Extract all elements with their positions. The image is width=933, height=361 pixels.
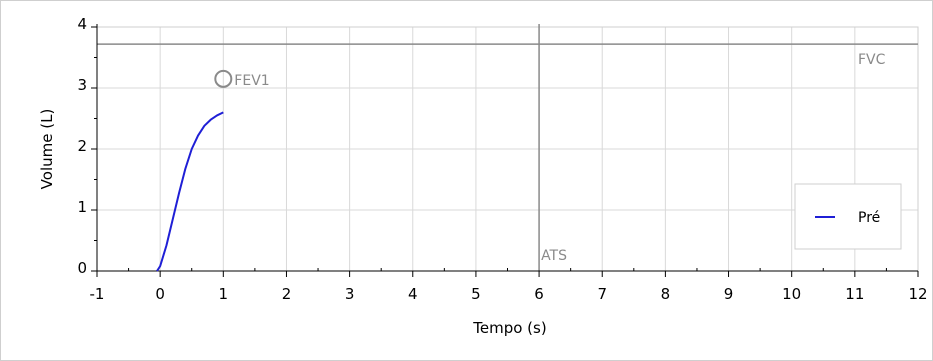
reference-lines: FVC ATS <box>97 24 918 271</box>
x-tick-label: 5 <box>471 285 481 303</box>
fev1-marker <box>214 69 233 88</box>
x-tick-label: 7 <box>597 285 607 303</box>
x-tick-label: 2 <box>282 285 292 303</box>
x-tick-label: 8 <box>661 285 671 303</box>
y-axis-label: Volume (L) <box>38 109 56 190</box>
y-tick-label: 1 <box>77 198 87 216</box>
legend-label-pre: Pré <box>858 210 880 226</box>
x-tick-label: 9 <box>724 285 734 303</box>
ats-label: ATS <box>541 248 567 264</box>
x-tick-label: 3 <box>345 285 355 303</box>
x-tick-label: 10 <box>782 285 801 303</box>
y-ticks: 0 1 2 3 4 <box>77 15 97 277</box>
markers-layer: FEV1 <box>214 69 270 89</box>
x-tick-label: 0 <box>155 285 165 303</box>
series-line-pre <box>156 111 224 272</box>
series-layer <box>156 111 224 272</box>
x-tick-label: 1 <box>219 285 229 303</box>
x-tick-label: -1 <box>90 285 105 303</box>
x-axis-label: Tempo (s) <box>472 319 546 337</box>
y-tick-label: 4 <box>77 15 87 33</box>
y-tick-label: 2 <box>77 137 87 155</box>
x-tick-label: 12 <box>908 285 927 303</box>
legend: Pré <box>794 183 902 250</box>
x-tick-label: 4 <box>408 285 418 303</box>
x-tick-label: 6 <box>534 285 544 303</box>
legend-box <box>794 183 902 250</box>
fev1-label: FEV1 <box>234 73 269 89</box>
y-tick-label: 3 <box>77 76 87 94</box>
y-tick-label: 0 <box>77 259 87 277</box>
x-ticks: -1 0 1 2 3 4 5 6 7 8 9 10 11 12 <box>90 268 928 303</box>
x-tick-label: 11 <box>845 285 864 303</box>
fvc-label: FVC <box>858 52 886 68</box>
